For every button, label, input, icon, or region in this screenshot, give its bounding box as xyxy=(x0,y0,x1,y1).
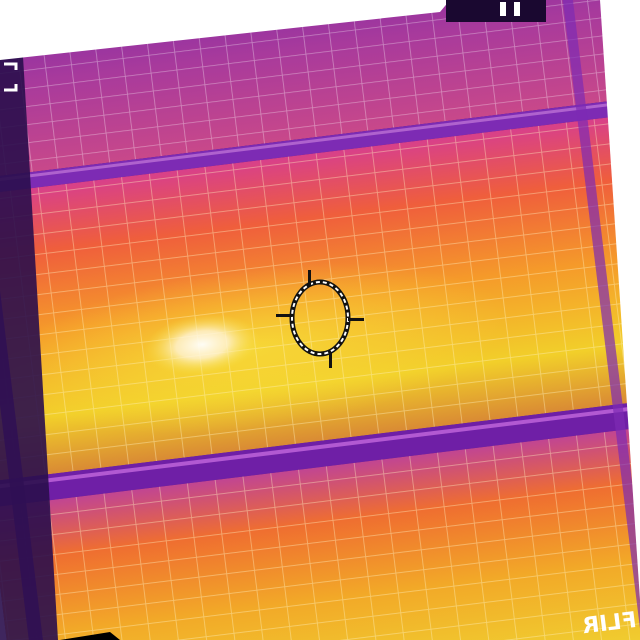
solar-panel-top xyxy=(0,0,640,183)
corner-bracket-icon xyxy=(4,62,18,92)
brand-watermark: FLIR xyxy=(580,590,640,640)
hotspot-region xyxy=(144,313,260,376)
spot-meter-crosshair-icon xyxy=(276,270,364,368)
solar-panel-middle xyxy=(0,112,640,482)
flir-logo-text: FLIR xyxy=(581,608,638,639)
top-right-overlay-box xyxy=(446,0,546,22)
solar-panel-bottom xyxy=(0,422,640,640)
